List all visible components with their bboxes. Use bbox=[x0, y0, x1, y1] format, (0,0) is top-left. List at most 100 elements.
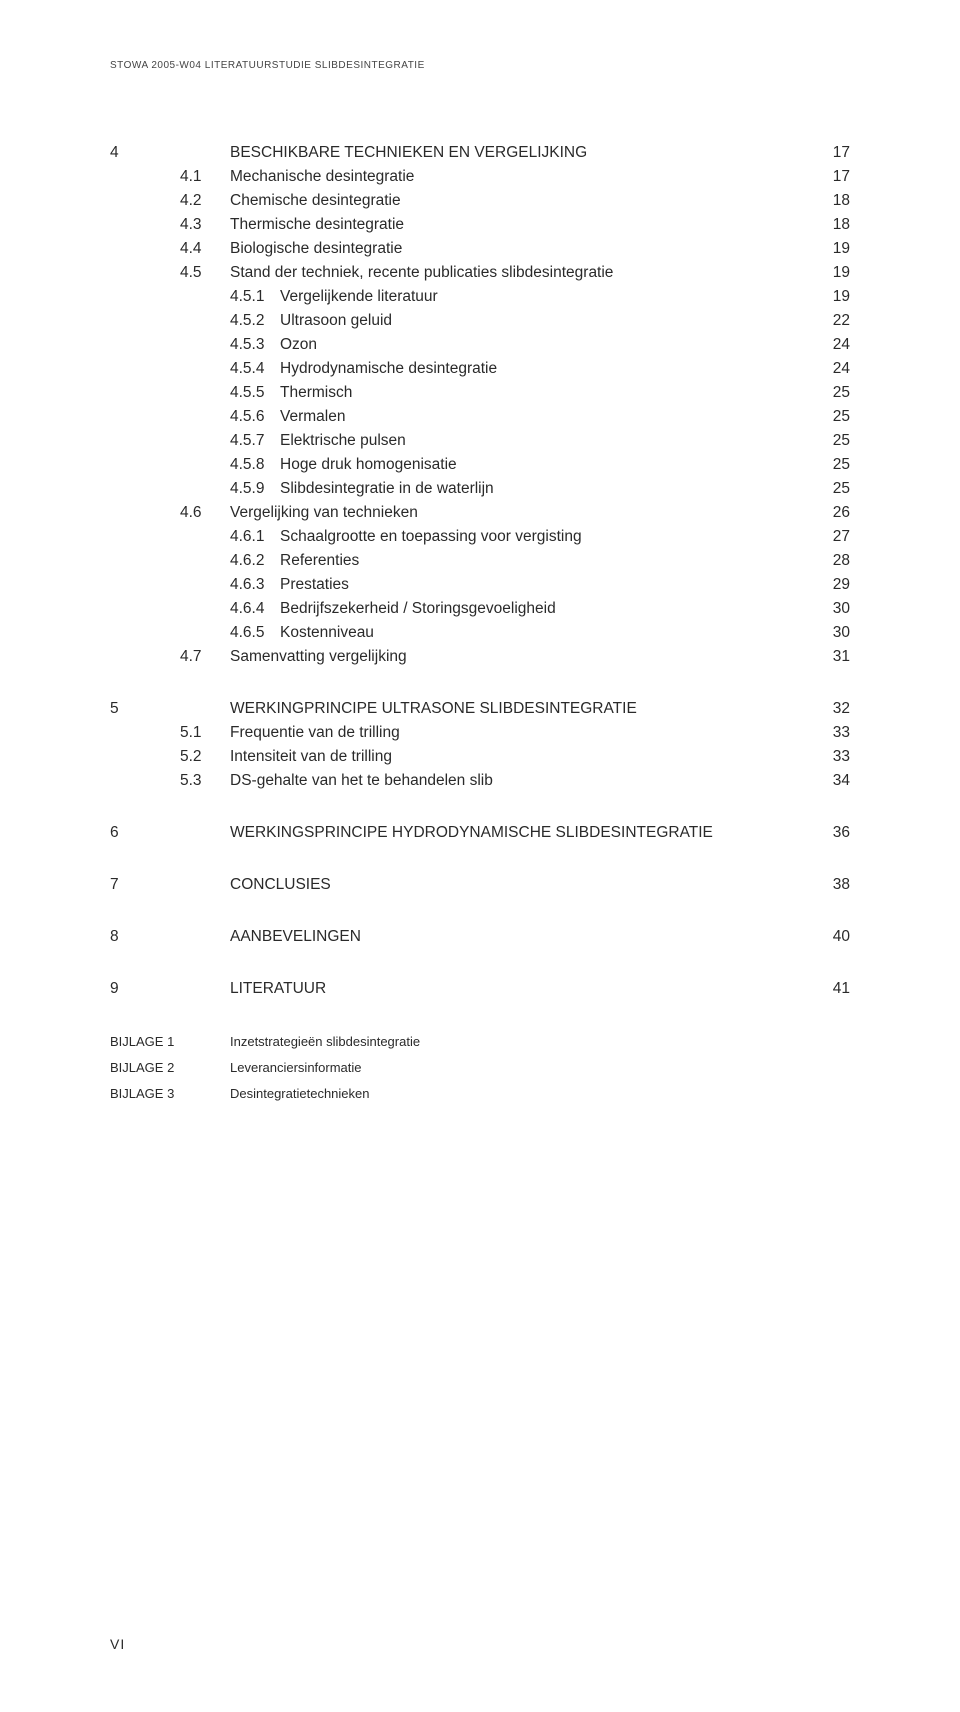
toc-subsection-number: 4.5.2 bbox=[230, 309, 280, 333]
toc-subsection-title: Prestaties bbox=[280, 573, 810, 597]
toc-bijlage-title: Leveranciersinformatie bbox=[230, 1055, 850, 1081]
page: STOWA 2005-W04 LITERATUURSTUDIE SLIBDESI… bbox=[0, 0, 960, 1712]
toc-row: 4.7Samenvatting vergelijking31 bbox=[110, 645, 850, 669]
toc-subsection-number: 4.6.3 bbox=[230, 573, 280, 597]
toc-row: 4.2Chemische desintegratie18 bbox=[110, 189, 850, 213]
toc-row: 5.3DS-gehalte van het te behandelen slib… bbox=[110, 769, 850, 793]
toc-row: 4.6.3Prestaties29 bbox=[110, 573, 850, 597]
toc-subsection-number: 4.5.8 bbox=[230, 453, 280, 477]
toc-subsection-number: 4.5.4 bbox=[230, 357, 280, 381]
toc-section-number: 5.3 bbox=[180, 769, 230, 793]
toc-subsection-title: Bedrijfszekerheid / Storingsgevoeligheid bbox=[280, 597, 810, 621]
toc-chapter-title: AANBEVELINGEN bbox=[230, 925, 810, 949]
toc-bijlage-title: Inzetstrategieën slibdesintegratie bbox=[230, 1029, 850, 1055]
toc-subsection-title: Schaalgrootte en toepassing voor vergist… bbox=[280, 525, 810, 549]
toc-chapter-title: WERKINGPRINCIPE ULTRASONE SLIBDESINTEGRA… bbox=[230, 697, 810, 721]
toc-row: 5.1Frequentie van de trilling33 bbox=[110, 721, 850, 745]
toc-chapter-group: 6WERKINGSPRINCIPE HYDRODYNAMISCHE SLIBDE… bbox=[110, 821, 850, 845]
toc-section-title: Samenvatting vergelijking bbox=[230, 645, 810, 669]
toc-bijlage-group: BIJLAGE 1Inzetstrategieën slibdesintegra… bbox=[110, 1029, 850, 1107]
toc-row: 4.5.2Ultrasoon geluid22 bbox=[110, 309, 850, 333]
toc-subsection-number: 4.5.7 bbox=[230, 429, 280, 453]
toc-page-number: 33 bbox=[810, 745, 850, 769]
toc-row: 5 WERKINGPRINCIPE ULTRASONE SLIBDESINTEGR… bbox=[110, 697, 850, 721]
toc-page-number: 25 bbox=[810, 477, 850, 501]
toc-section-number: 4.5 bbox=[180, 261, 230, 285]
toc-subsection-title: Kostenniveau bbox=[280, 621, 810, 645]
toc-row: 4.1Mechanische desintegratie17 bbox=[110, 165, 850, 189]
toc-subsection-title: Ozon bbox=[280, 333, 810, 357]
toc-row: 4.6.1Schaalgrootte en toepassing voor ve… bbox=[110, 525, 850, 549]
toc-page-number: 24 bbox=[810, 357, 850, 381]
toc-row: 7CONCLUSIES38 bbox=[110, 873, 850, 897]
toc-section-title: Biologische desintegratie bbox=[230, 237, 810, 261]
table-of-contents: 4BESCHIKBARE TECHNIEKEN EN VERGELIJKING1… bbox=[110, 141, 850, 1107]
toc-row: 8AANBEVELINGEN40 bbox=[110, 925, 850, 949]
toc-subsection-title: Thermisch bbox=[280, 381, 810, 405]
toc-row: 4.5Stand der techniek, recente publicati… bbox=[110, 261, 850, 285]
toc-subsection-title: Elektrische pulsen bbox=[280, 429, 810, 453]
toc-chapter-group: 5 WERKINGPRINCIPE ULTRASONE SLIBDESINTEGR… bbox=[110, 697, 850, 793]
toc-subsection-number: 4.6.5 bbox=[230, 621, 280, 645]
toc-page-number: 22 bbox=[810, 309, 850, 333]
toc-page-number: 38 bbox=[810, 873, 850, 897]
toc-row: 4.4Biologische desintegratie19 bbox=[110, 237, 850, 261]
toc-row: 4.5.1Vergelijkende literatuur19 bbox=[110, 285, 850, 309]
running-head: STOWA 2005-W04 LITERATUURSTUDIE SLIBDESI… bbox=[110, 60, 850, 71]
toc-section-number: 4.2 bbox=[180, 189, 230, 213]
toc-page-number: 29 bbox=[810, 573, 850, 597]
toc-subsection-number: 4.5.1 bbox=[230, 285, 280, 309]
toc-section-title: DS-gehalte van het te behandelen slib bbox=[230, 769, 810, 793]
toc-row: 4BESCHIKBARE TECHNIEKEN EN VERGELIJKING1… bbox=[110, 141, 850, 165]
toc-bijlage-label: BIJLAGE 1 bbox=[110, 1029, 230, 1055]
toc-page-number: 25 bbox=[810, 429, 850, 453]
toc-page-number: 28 bbox=[810, 549, 850, 573]
toc-page-number: 18 bbox=[810, 189, 850, 213]
toc-chapter-title: CONCLUSIES bbox=[230, 873, 810, 897]
toc-section-title: Vergelijking van technieken bbox=[230, 501, 810, 525]
toc-subsection-number: 4.5.9 bbox=[230, 477, 280, 501]
toc-section-title: Mechanische desintegratie bbox=[230, 165, 810, 189]
toc-subsection-number: 4.5.6 bbox=[230, 405, 280, 429]
toc-row: 4.6.2Referenties28 bbox=[110, 549, 850, 573]
toc-row: 4.5.9Slibdesintegratie in de waterlijn25 bbox=[110, 477, 850, 501]
toc-section-title: Thermische desintegratie bbox=[230, 213, 810, 237]
toc-page-number: 19 bbox=[810, 261, 850, 285]
toc-row: 9LITERATUUR41 bbox=[110, 977, 850, 1001]
toc-row: BIJLAGE 1Inzetstrategieën slibdesintegra… bbox=[110, 1029, 850, 1055]
toc-page-number: 26 bbox=[810, 501, 850, 525]
toc-row: 4.3Thermische desintegratie18 bbox=[110, 213, 850, 237]
toc-page-number: 19 bbox=[810, 237, 850, 261]
toc-row: 4.6.4Bedrijfszekerheid / Storingsgevoeli… bbox=[110, 597, 850, 621]
toc-page-number: 34 bbox=[810, 769, 850, 793]
toc-chapter-number: 9 bbox=[110, 977, 180, 1001]
toc-row: 5.2Intensiteit van de trilling33 bbox=[110, 745, 850, 769]
toc-chapter-title: WERKINGSPRINCIPE HYDRODYNAMISCHE SLIBDES… bbox=[230, 821, 810, 845]
toc-section-number: 4.1 bbox=[180, 165, 230, 189]
toc-section-number: 4.4 bbox=[180, 237, 230, 261]
toc-row: 4.6.5Kostenniveau30 bbox=[110, 621, 850, 645]
toc-page-number: 19 bbox=[810, 285, 850, 309]
toc-subsection-number: 4.5.3 bbox=[230, 333, 280, 357]
toc-page-number: 25 bbox=[810, 405, 850, 429]
toc-page-number: 24 bbox=[810, 333, 850, 357]
toc-subsection-title: Hydrodynamische desintegratie bbox=[280, 357, 810, 381]
toc-page-number: 25 bbox=[810, 381, 850, 405]
toc-section-title: Intensiteit van de trilling bbox=[230, 745, 810, 769]
toc-chapter-number: 5 bbox=[110, 697, 180, 721]
toc-row: 4.5.7Elektrische pulsen25 bbox=[110, 429, 850, 453]
toc-row: 6WERKINGSPRINCIPE HYDRODYNAMISCHE SLIBDE… bbox=[110, 821, 850, 845]
toc-subsection-title: Hoge druk homogenisatie bbox=[280, 453, 810, 477]
toc-subsection-number: 4.5.5 bbox=[230, 381, 280, 405]
toc-subsection-title: Vergelijkende literatuur bbox=[280, 285, 810, 309]
toc-page-number: 25 bbox=[810, 453, 850, 477]
toc-section-number: 4.7 bbox=[180, 645, 230, 669]
toc-page-number: 33 bbox=[810, 721, 850, 745]
toc-row: 4.5.5Thermisch25 bbox=[110, 381, 850, 405]
toc-row: 4.6Vergelijking van technieken26 bbox=[110, 501, 850, 525]
toc-row: 4.5.8Hoge druk homogenisatie25 bbox=[110, 453, 850, 477]
toc-chapter-group: 8AANBEVELINGEN40 bbox=[110, 925, 850, 949]
toc-page-number: 17 bbox=[810, 165, 850, 189]
toc-chapter-title: LITERATUUR bbox=[230, 977, 810, 1001]
toc-chapter-title: BESCHIKBARE TECHNIEKEN EN VERGELIJKING bbox=[230, 141, 810, 165]
